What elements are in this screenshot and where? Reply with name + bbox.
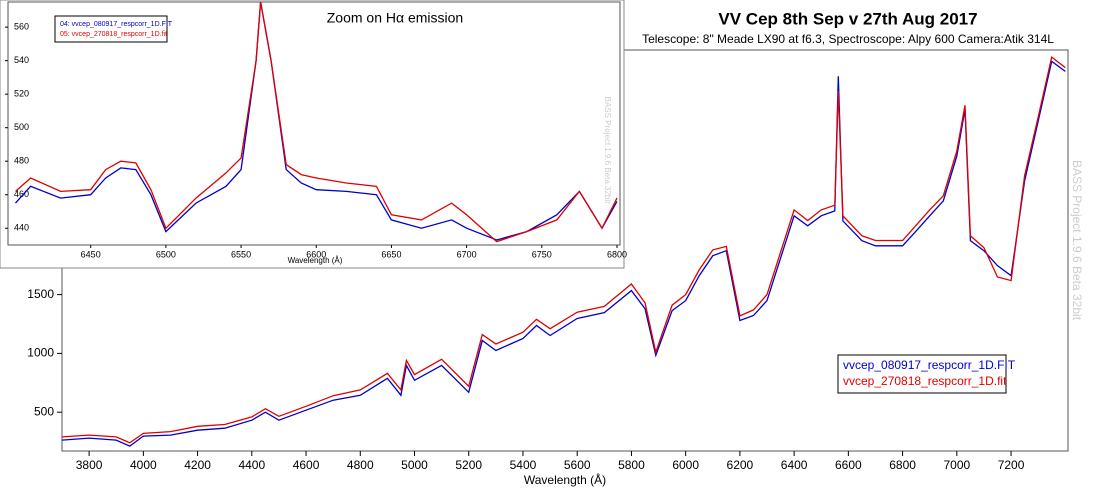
x-tick-label: 6550 (231, 250, 251, 260)
x-tick-label: 4000 (130, 458, 157, 472)
y-tick-label: 500 (34, 404, 54, 418)
x-tick-label: 5800 (618, 458, 645, 472)
y-tick-label: 440 (14, 223, 29, 233)
legend-entry: 04: vvcep_080917_respcorr_1D.FIT (60, 21, 173, 28)
chart-title: Zoom on Hα emission (327, 10, 463, 26)
x-tick-label: 7000 (943, 458, 970, 472)
x-tick-label: 3800 (76, 458, 103, 472)
x-tick-label: 5000 (401, 458, 428, 472)
x-tick-label: 4400 (238, 458, 265, 472)
y-tick-label: 480 (14, 156, 29, 166)
y-tick-label: 560 (14, 22, 29, 32)
x-tick-label: 6800 (889, 458, 916, 472)
chart-title: VV Cep 8th Sep v 27th Aug 2017 (718, 9, 977, 28)
x-axis-label: Wavelength (Å) (524, 472, 606, 487)
x-tick-label: 6700 (457, 250, 477, 260)
x-tick-label: 6500 (156, 250, 176, 260)
plot-frame (7, 1, 621, 246)
plot-lines (15, 2, 618, 243)
x-tick-label: 6750 (532, 250, 552, 260)
y-tick-label: 1500 (27, 287, 54, 301)
legend-entry: 05: vvcep_270818_respcorr_1D.fit (60, 31, 167, 38)
legend-entry: vvcep_270818_respcorr_1D.fit (843, 374, 1007, 388)
x-tick-label: 6200 (727, 458, 754, 472)
x-tick-label: 6000 (672, 458, 699, 472)
y-tick-label: 540 (14, 55, 29, 65)
spectrum-line (62, 60, 1066, 447)
x-tick-label: 6400 (781, 458, 808, 472)
spectrum-line (62, 55, 1066, 444)
x-tick-label: 4800 (347, 458, 374, 472)
x-tick-label: 6600 (306, 250, 326, 260)
watermark: BASS Project 1.9.6 Beta 32bit (1070, 160, 1084, 321)
x-tick-label: 6450 (81, 250, 101, 260)
x-tick-label: 5200 (455, 458, 482, 472)
chart-subtitle: Telescope: 8" Meade LX90 at f6.3, Spectr… (642, 32, 1054, 46)
x-axis-label: Wavelength (Å) (288, 256, 343, 265)
y-tick-label: 460 (14, 189, 29, 199)
legend-box (837, 354, 1007, 394)
x-tick-label: 5400 (510, 458, 537, 472)
x-tick-label: 4600 (293, 458, 320, 472)
legend-entry: vvcep_080917_respcorr_1D.FIT (843, 358, 1016, 372)
watermark: BASS Project 1.9.6 Beta 32bit (603, 97, 612, 205)
x-tick-label: 6800 (607, 250, 627, 260)
chart-panel: 6450 6500 6550 6600 6650 6700 6750 6800 440 460 48… (0, 0, 627, 269)
plot-lines (62, 55, 1066, 447)
x-tick-label: 6650 (381, 250, 401, 260)
spectrum-line (15, 2, 618, 243)
legend-box (54, 15, 168, 43)
x-tick-label: 7200 (998, 458, 1025, 472)
y-tick-label: 500 (14, 122, 29, 132)
panel-background (0, 0, 625, 269)
y-tick-label: 520 (14, 89, 29, 99)
x-tick-label: 5600 (564, 458, 591, 472)
y-tick-label: 1000 (27, 346, 54, 360)
x-tick-label: 6600 (835, 458, 862, 472)
x-tick-label: 4200 (184, 458, 211, 472)
